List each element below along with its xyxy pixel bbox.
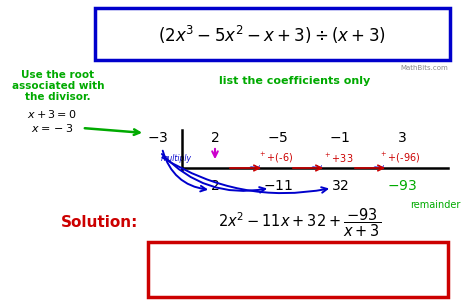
Text: Use the root: Use the root: [21, 70, 94, 80]
Text: list the coefficients only: list the coefficients only: [219, 76, 370, 86]
Text: $2$: $2$: [210, 131, 219, 145]
Text: the divisor.: the divisor.: [25, 92, 91, 102]
Text: $(2x^3-5x^2-x+3)\div(x+3)$: $(2x^3-5x^2-x+3)\div(x+3)$: [158, 24, 386, 46]
Text: $2x^2-11x+32+\dfrac{-93}{x+3}$: $2x^2-11x+32+\dfrac{-93}{x+3}$: [219, 206, 382, 239]
Text: add: add: [249, 165, 260, 170]
Text: $-1$: $-1$: [329, 131, 350, 145]
Text: remainder: remainder: [410, 200, 460, 210]
Text: $x=-3$: $x=-3$: [31, 122, 73, 134]
Text: $x+3=0$: $x+3=0$: [27, 108, 77, 120]
Bar: [148, 242, 448, 297]
Text: $2$: $2$: [210, 179, 219, 193]
Text: $^+$+(-96): $^+$+(-96): [379, 151, 421, 165]
Text: add: add: [373, 165, 385, 170]
Text: MathBits.com: MathBits.com: [400, 65, 448, 71]
Text: $^+$+33: $^+$+33: [323, 151, 353, 164]
Bar: [95, 8, 450, 60]
Text: $3$: $3$: [397, 131, 407, 145]
Text: associated with: associated with: [12, 81, 104, 91]
Text: multiply: multiply: [161, 154, 192, 163]
Text: $^+$+(-6): $^+$+(-6): [258, 151, 294, 165]
Text: $-5$: $-5$: [268, 131, 288, 145]
Text: Solution:: Solution:: [61, 215, 138, 230]
Text: $-3$: $-3$: [147, 131, 169, 145]
Text: add: add: [311, 165, 323, 170]
Text: $32$: $32$: [331, 179, 349, 193]
Text: $-93$: $-93$: [387, 179, 417, 193]
Text: $-11$: $-11$: [263, 179, 293, 193]
